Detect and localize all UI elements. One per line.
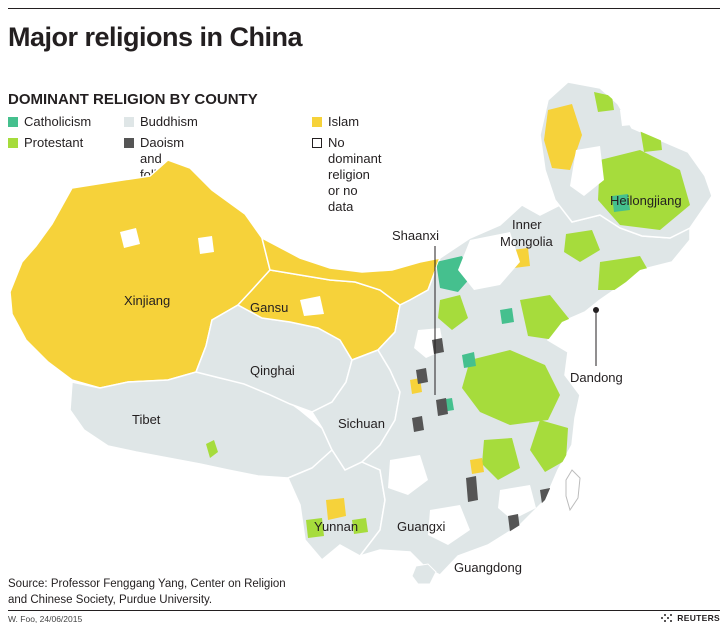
dandong-marker bbox=[593, 307, 599, 313]
label-xinjiang: Xinjiang bbox=[124, 293, 170, 308]
legend-item-buddhism: Buddhism bbox=[124, 114, 198, 130]
legend-item-catholicism: Catholicism bbox=[8, 114, 91, 130]
legend-label-buddhism: Buddhism bbox=[140, 114, 198, 129]
label-shaanxi: Shaanxi bbox=[392, 228, 439, 243]
buddhism-swatch bbox=[124, 117, 134, 127]
protestant-swatch bbox=[8, 138, 18, 148]
label-yunnan: Yunnan bbox=[314, 519, 358, 534]
legend-label-none: No dominant religion or no data bbox=[328, 135, 382, 214]
county-mosaic-east bbox=[376, 230, 648, 545]
legend-item-none: No dominant religion or no data bbox=[312, 135, 381, 215]
legend-label-islam: Islam bbox=[328, 114, 360, 129]
legend-item-protestant: Protestant bbox=[8, 135, 83, 151]
bottom-rule bbox=[8, 610, 720, 611]
yunnan-islam-patch bbox=[326, 498, 346, 520]
label-dandong: Dandong bbox=[570, 370, 623, 385]
legend-item-islam: Islam bbox=[312, 114, 359, 130]
legend-label-catholicism: Catholicism bbox=[24, 114, 92, 129]
label-inner-mongolia-line1: Inner bbox=[512, 217, 542, 232]
reuters-wordmark: REUTERS bbox=[677, 613, 720, 623]
no-dominant-swatch bbox=[312, 138, 322, 148]
label-guangxi: Guangxi bbox=[397, 519, 446, 534]
label-heilongjiang: Heilongjiang bbox=[610, 193, 682, 208]
xinjiang-white-patch bbox=[198, 236, 214, 254]
xinjiang-white-patch-2 bbox=[120, 228, 140, 248]
label-sichuan: Sichuan bbox=[338, 416, 385, 431]
source-note: Source: Professor Fenggang Yang, Center … bbox=[8, 578, 286, 606]
label-gansu: Gansu bbox=[250, 300, 288, 315]
label-guangdong: Guangdong bbox=[454, 560, 522, 575]
taiwan-island bbox=[565, 469, 581, 512]
hainan-island bbox=[411, 563, 437, 585]
legend-heading: DOMINANT RELIGION BY COUNTY bbox=[8, 91, 258, 108]
top-rule bbox=[8, 8, 720, 9]
page-title: Major religions in China bbox=[8, 22, 303, 52]
label-qinghai: Qinghai bbox=[250, 363, 295, 378]
gansu-white-patch bbox=[300, 296, 324, 316]
daoism-swatch bbox=[124, 138, 134, 148]
label-tibet: Tibet bbox=[132, 412, 161, 427]
reuters-logo: REUTERS bbox=[661, 613, 720, 623]
label-inner-mongolia-line2: Mongolia bbox=[500, 234, 554, 249]
credit-line: W. Foo, 24/06/2015 bbox=[8, 614, 83, 624]
yunnan-protestant-patch-2 bbox=[352, 518, 368, 534]
catholicism-swatch bbox=[8, 117, 18, 127]
legend-label-protestant: Protestant bbox=[24, 135, 84, 150]
yunnan-protestant-patch bbox=[306, 518, 324, 538]
islam-swatch bbox=[312, 117, 322, 127]
tibet-protestant-patch bbox=[206, 440, 218, 458]
county-mosaic-northeast bbox=[544, 92, 690, 230]
reuters-dots-icon bbox=[661, 613, 673, 623]
